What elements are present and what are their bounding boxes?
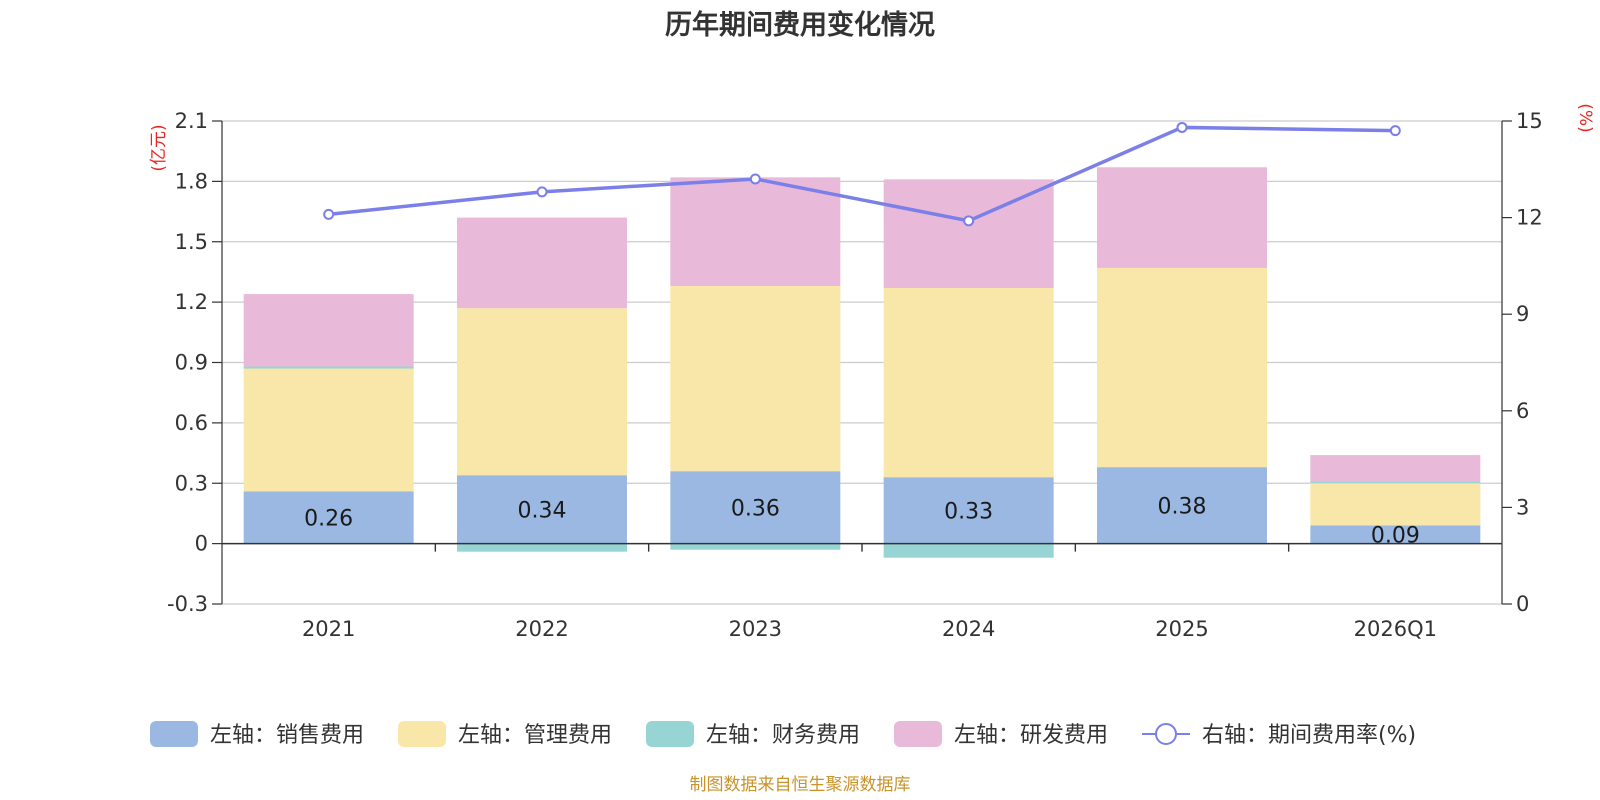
bar-segment [883,477,1054,544]
bar-segment [243,366,414,369]
bar-segment [1310,525,1481,544]
legend-label: 左轴：财务费用 [706,723,860,748]
right-tick-label: 15 [1516,109,1543,133]
data-label: 0.26 [304,506,353,531]
left-tick-label: 2.1 [175,109,208,133]
bar-segment [670,543,841,550]
right-axis: 15 12 9 6 3 0 [1501,109,1543,616]
rate-point [1389,125,1401,137]
right-tick-label: 6 [1516,399,1529,423]
data-label: 0.09 [1371,524,1420,549]
bar-segment [1097,167,1267,268]
left-axis-unit: (亿元) [149,124,169,171]
rate-line-series [323,121,1401,227]
legend-swatch-marker [1155,723,1177,745]
bar-segment [243,294,414,367]
right-tick-label: 9 [1516,302,1529,326]
bar-segment [243,368,414,492]
legend-label: 左轴：销售费用 [210,723,364,748]
x-axis [222,542,1502,552]
bar-segment [883,288,1054,478]
left-tick-label: 0.9 [175,351,208,375]
bar-segment [1097,267,1267,468]
left-tick-label: 1.5 [175,230,208,254]
data-label: 0.34 [518,498,567,523]
data-label: 0.36 [731,496,780,521]
bar-segment [457,475,627,544]
bar-segment [670,177,841,287]
bar-segment [457,308,627,476]
rate-point [1176,121,1188,133]
x-tick-label: 2025 [1155,617,1208,641]
bar-segment [1097,467,1267,544]
bar-segment [243,491,414,544]
x-tick-label: 2026Q1 [1354,617,1437,641]
bar-segment [670,286,841,472]
left-tick-label: 0 [195,532,208,556]
legend-label: 左轴：研发费用 [954,723,1108,748]
x-tick-label: 2023 [729,617,782,641]
legend-swatch [894,721,942,747]
legend-swatch [646,721,694,747]
x-axis-labels: 2021 2022 2023 2024 2025 2026Q1 [302,617,1437,641]
bar-segment [883,543,1054,558]
rate-point [963,215,975,227]
bar-series [243,167,1481,558]
right-tick-label: 3 [1516,495,1529,519]
left-axis: 2.1 1.8 1.5 1.2 0.9 0.6 0.3 0 -0.3 [167,109,223,616]
chart-title: 历年期间费用变化情况 [665,9,935,41]
right-tick-label: 12 [1516,206,1543,230]
left-tick-label: 0.3 [175,471,208,495]
grid-lines [222,120,1502,605]
rate-point [749,173,761,185]
x-tick-label: 2021 [302,617,355,641]
left-tick-label: -0.3 [167,592,208,616]
legend: 左轴：销售费用 左轴：管理费用 左轴：财务费用 左轴：研发费用 右轴：期间费用率(%) [150,721,1416,748]
bar-segment [457,543,627,552]
data-label: 0.33 [944,499,993,524]
left-tick-label: 1.8 [175,169,208,193]
data-label: 0.38 [1158,494,1207,519]
right-axis-unit: (%) [1575,103,1595,132]
bar-segment [670,471,841,544]
legend-label: 左轴：管理费用 [458,723,612,748]
rate-point [323,208,335,220]
bar-segment [1310,483,1481,526]
right-tick-label: 0 [1516,592,1529,616]
left-tick-label: 1.2 [175,290,208,314]
legend-swatch [150,721,198,747]
data-labels: 0.26 0.34 0.36 0.33 0.38 0.09 [304,494,1420,548]
bar-segment [1310,455,1481,482]
bar-segment [457,217,627,309]
legend-swatch [398,721,446,747]
left-tick-label: 0.6 [175,411,208,435]
legend-label: 右轴：期间费用率(%) [1202,723,1416,748]
bar-segment [1310,481,1481,484]
rate-point [536,186,548,198]
x-tick-label: 2024 [942,617,995,641]
source-note: 制图数据来自恒生聚源数据库 [690,775,911,795]
rate-line [328,125,1396,223]
x-tick-label: 2022 [515,617,568,641]
